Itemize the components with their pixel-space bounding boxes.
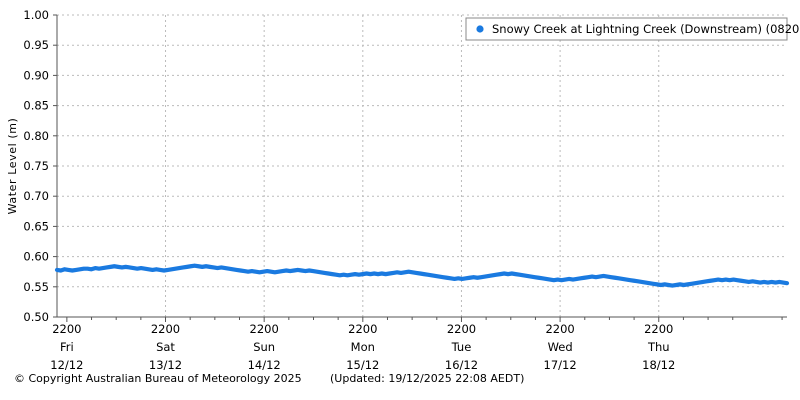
chart-footer: © Copyright Australian Bureau of Meteoro… xyxy=(14,372,524,385)
copyright-text: © Copyright Australian Bureau of Meteoro… xyxy=(14,372,302,385)
axes-group xyxy=(56,15,787,318)
y-tick-label: 1.00 xyxy=(23,8,49,22)
y-tick-label: 0.90 xyxy=(23,68,49,82)
x-axis-ticks-group: 2200 Fri 12/12 2200 Sat 13/12 2200 Sun 14/12 2200… xyxy=(50,317,783,372)
x-tick-label-date: 12/12 xyxy=(50,358,83,372)
x-tick-label-day: Fri xyxy=(60,340,74,354)
gridlines-group xyxy=(57,14,787,317)
y-tick-label: 0.85 xyxy=(23,99,49,113)
x-tick-label-time: 2200 xyxy=(250,322,279,336)
x-tick-label-day: Wed xyxy=(548,340,573,354)
series-line-0 xyxy=(54,263,790,288)
chart-legend: Snowy Creek at Lightning Creek (Downstre… xyxy=(465,17,800,41)
y-tick-label: 0.70 xyxy=(23,189,49,203)
data-series-group xyxy=(54,263,790,288)
y-tick-label: 0.75 xyxy=(23,159,49,173)
legend-border xyxy=(465,17,788,41)
x-tick-label-time: 2200 xyxy=(644,322,673,336)
y-tick-label: 0.55 xyxy=(23,280,49,294)
x-tick-label-day: Sun xyxy=(253,340,275,354)
y-tick-label: 0.50 xyxy=(23,310,49,324)
y-tick-label: 0.80 xyxy=(23,129,49,143)
x-tick-label-date: 16/12 xyxy=(445,358,478,372)
x-tick-label-day: Sat xyxy=(156,340,175,354)
x-tick-label-date: 14/12 xyxy=(248,358,281,372)
updated-text: (Updated: 19/12/2025 22:08 AEDT) xyxy=(330,372,524,385)
x-tick-label-date: 13/12 xyxy=(149,358,182,372)
x-tick-label-time: 2200 xyxy=(151,322,180,336)
x-tick-label-time: 2200 xyxy=(52,322,81,336)
y-tick-label: 0.60 xyxy=(23,250,49,264)
x-tick-label-time: 2200 xyxy=(545,322,574,336)
y-axis-label-group: Water Level (m) xyxy=(6,118,19,215)
x-tick-label-time: 2200 xyxy=(447,322,476,336)
y-axis-label: Water Level (m) xyxy=(6,118,19,215)
legend-dot-marker xyxy=(476,25,484,33)
x-tick-label-day: Mon xyxy=(351,340,375,354)
x-tick-label-date: 17/12 xyxy=(544,358,577,372)
y-axis-ticks-group: 1.00 0.95 0.90 0.85 0.80 0.75 0.70 0.65 0.60 0.55… xyxy=(23,8,57,324)
x-tick-label-day: Tue xyxy=(451,340,472,354)
x-tick-label-date: 18/12 xyxy=(642,358,675,372)
x-tick-label-date: 15/12 xyxy=(346,358,379,372)
y-tick-label: 0.95 xyxy=(23,38,49,52)
x-tick-label-day: Thu xyxy=(647,340,670,354)
x-tick-label-time: 2200 xyxy=(348,322,377,336)
legend-entry-label: Snowy Creek at Lightning Creek (Downstre… xyxy=(492,22,800,36)
y-tick-label: 0.65 xyxy=(23,219,49,233)
